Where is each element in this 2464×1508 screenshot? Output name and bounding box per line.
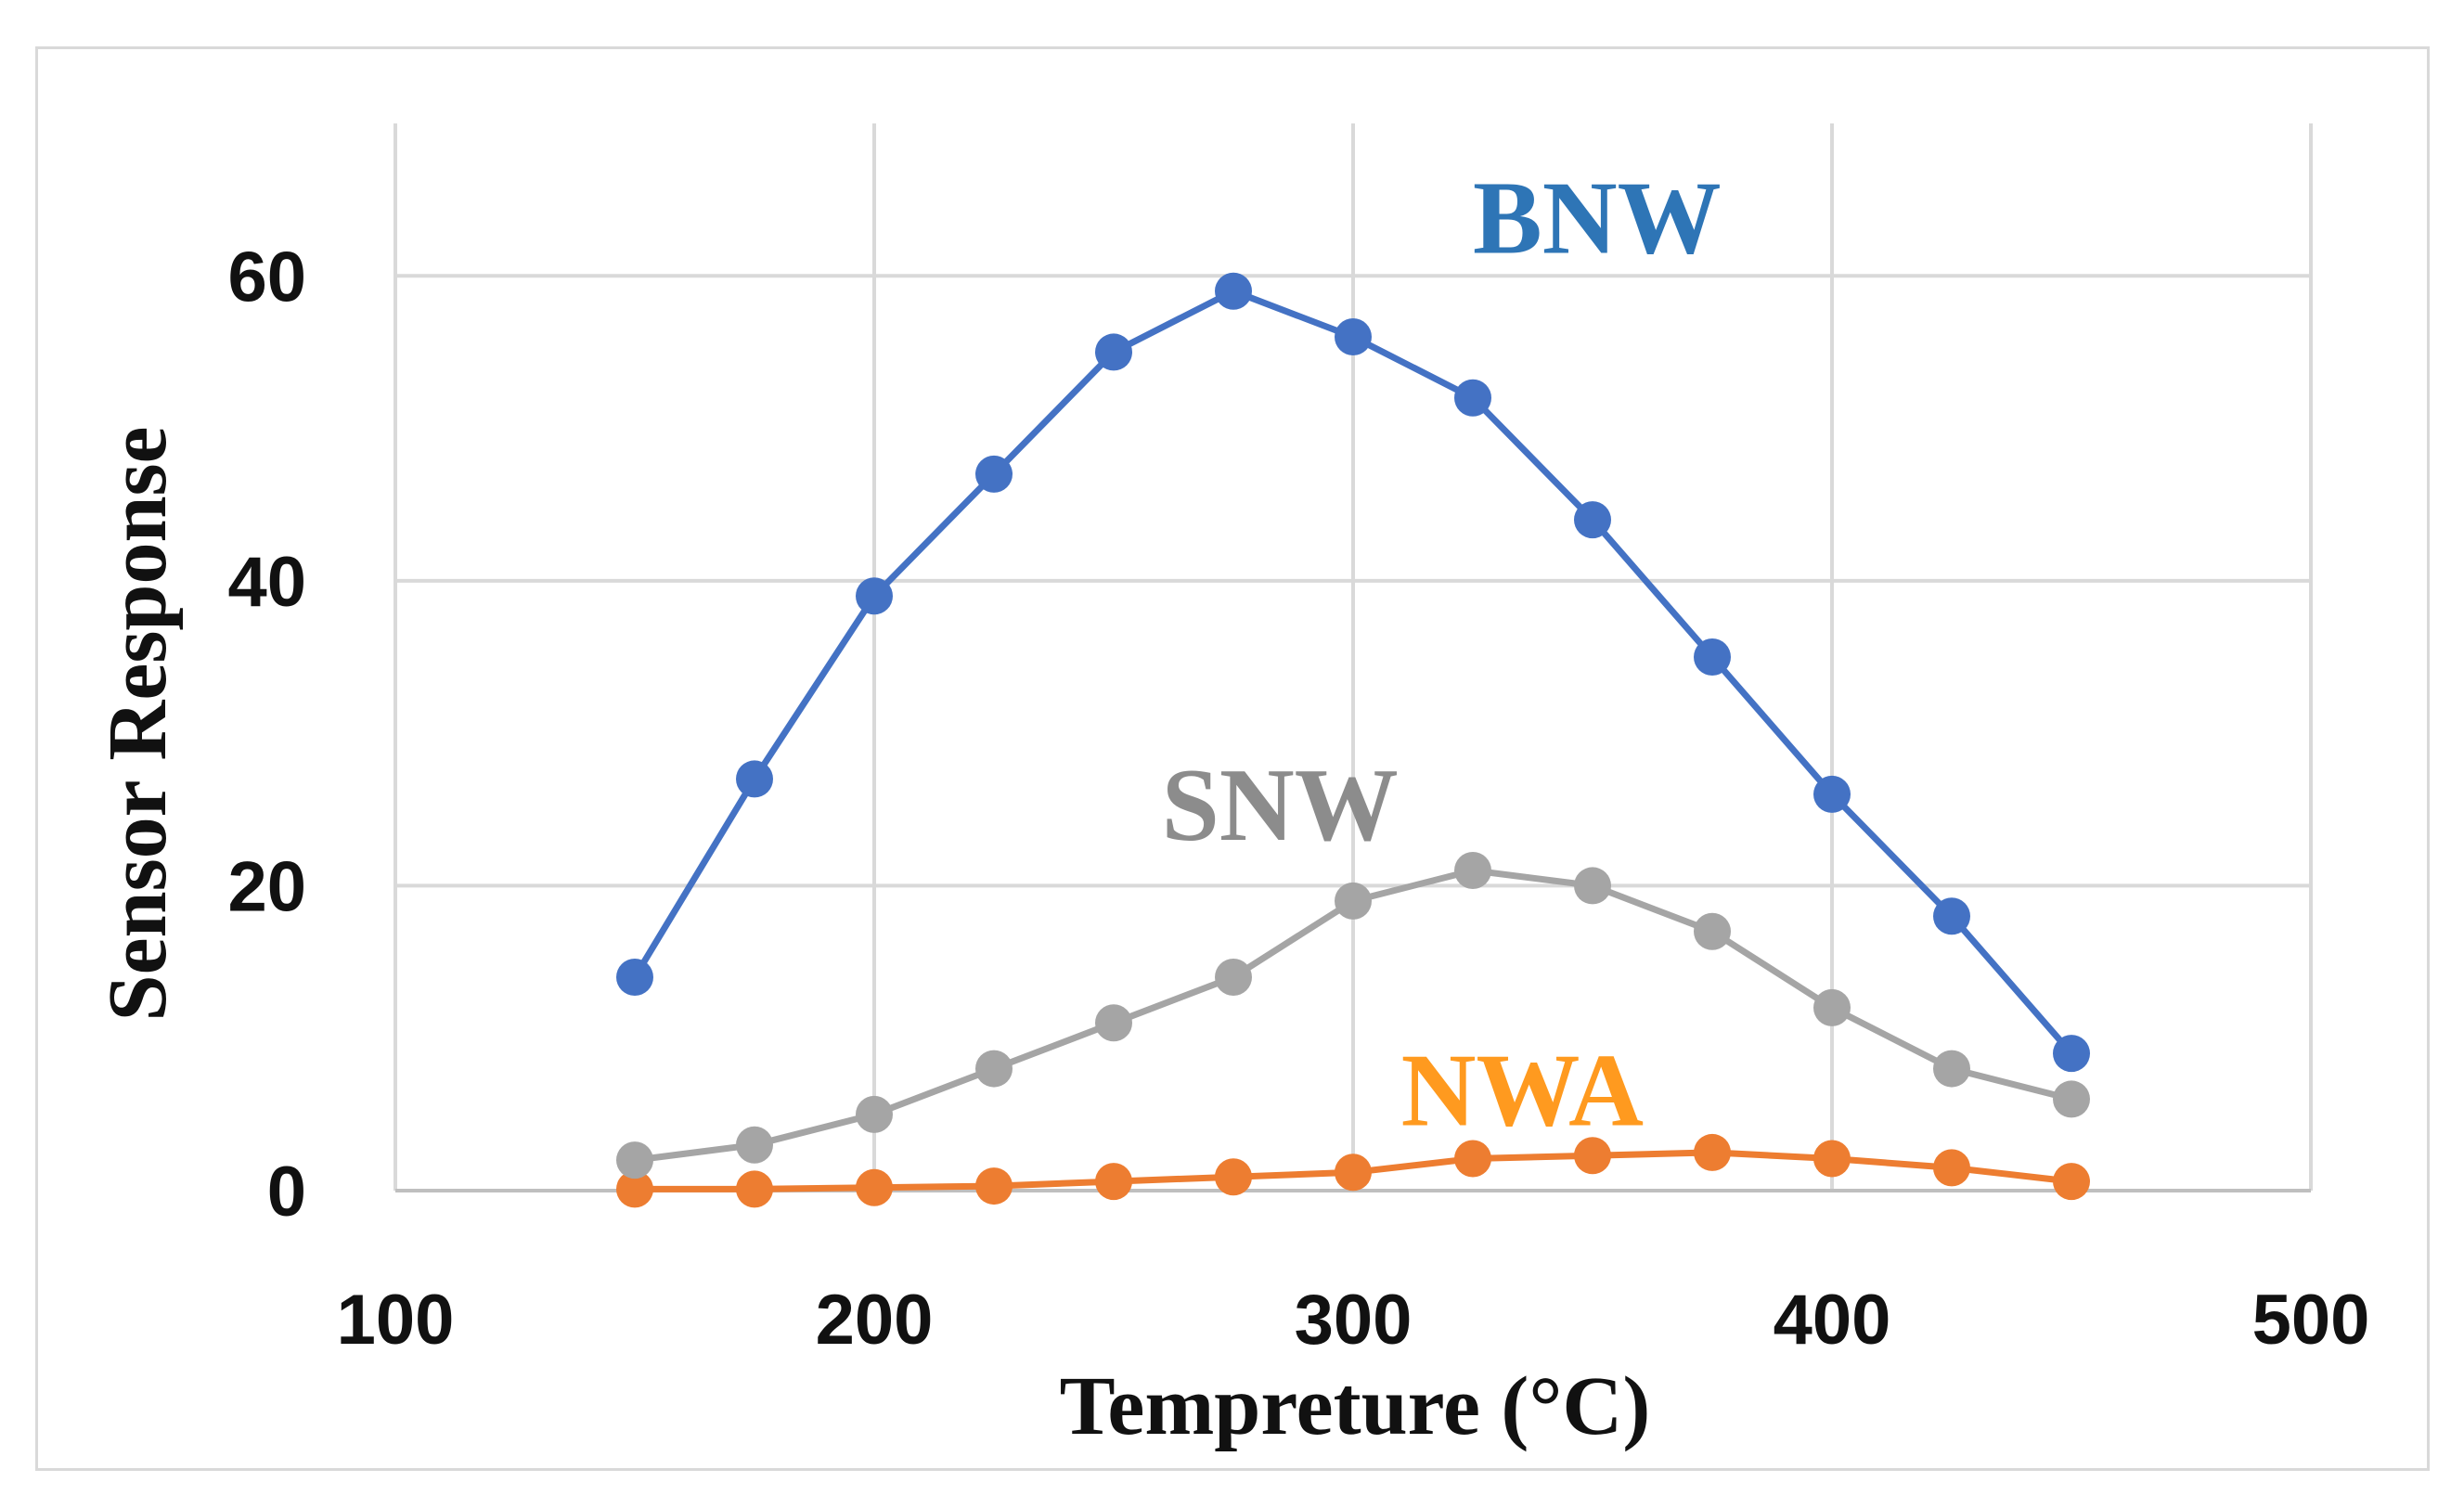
point-bnw-150 <box>616 959 653 996</box>
point-snw-200 <box>856 1095 893 1133</box>
point-nwa-150 <box>616 1170 653 1208</box>
point-snw-225 <box>975 1050 1013 1088</box>
point-snw-325 <box>1454 852 1491 889</box>
x-tick-label-300: 300 <box>1295 1281 1413 1360</box>
point-nwa-375 <box>1694 1133 1731 1171</box>
y-tick-label-60: 60 <box>227 238 306 316</box>
tick-labels: 100 200 300 400 500 0 20 40 60 <box>227 238 2369 1360</box>
y-axis-title: Sensor Response <box>92 427 184 1022</box>
point-snw-275 <box>1215 959 1252 996</box>
point-bnw-200 <box>856 577 893 615</box>
point-snw-450 <box>2053 1080 2090 1118</box>
point-bnw-300 <box>1335 318 1372 355</box>
point-nwa-425 <box>1933 1149 1970 1187</box>
point-nwa-450 <box>2053 1163 2090 1201</box>
point-nwa-200 <box>856 1168 893 1206</box>
point-snw-350 <box>1574 867 1611 905</box>
series-label-nwa: NWA <box>1401 1033 1644 1148</box>
point-snw-150 <box>616 1141 653 1179</box>
point-snw-175 <box>736 1126 773 1164</box>
point-nwa-175 <box>736 1170 773 1208</box>
point-nwa-250 <box>1095 1163 1132 1201</box>
point-bnw-425 <box>1933 897 1970 935</box>
point-bnw-450 <box>2053 1035 2090 1073</box>
point-snw-375 <box>1694 912 1731 950</box>
point-nwa-225 <box>975 1167 1013 1205</box>
x-tick-label-100: 100 <box>337 1281 455 1360</box>
point-nwa-400 <box>1813 1140 1851 1178</box>
x-tick-label-500: 500 <box>2252 1281 2370 1360</box>
x-axis-title: Tempreture (°C) <box>1060 1360 1651 1452</box>
point-bnw-350 <box>1574 501 1611 539</box>
point-snw-400 <box>1813 988 1851 1026</box>
gridlines <box>393 123 2313 1192</box>
point-nwa-275 <box>1215 1158 1252 1196</box>
y-tick-label-0: 0 <box>267 1153 306 1231</box>
point-bnw-325 <box>1454 379 1491 417</box>
point-bnw-225 <box>975 455 1013 493</box>
point-nwa-325 <box>1454 1140 1491 1178</box>
point-bnw-275 <box>1215 272 1252 310</box>
point-bnw-375 <box>1694 638 1731 676</box>
point-bnw-250 <box>1095 333 1132 371</box>
series-label-bnw: BNW <box>1473 161 1722 277</box>
series-label-snw: SNW <box>1162 748 1399 863</box>
point-nwa-350 <box>1574 1137 1611 1175</box>
point-snw-250 <box>1095 1004 1132 1042</box>
point-snw-300 <box>1335 882 1372 920</box>
series-labels: BNW SNW NWA <box>1162 161 1722 1149</box>
point-bnw-175 <box>736 760 773 798</box>
x-tick-label-200: 200 <box>816 1281 934 1360</box>
point-bnw-400 <box>1813 775 1851 813</box>
point-nwa-300 <box>1335 1154 1372 1192</box>
point-snw-425 <box>1933 1050 1970 1088</box>
series-markers <box>616 272 2090 1208</box>
y-tick-label-40: 40 <box>227 543 306 622</box>
x-tick-label-400: 400 <box>1774 1281 1891 1360</box>
y-tick-label-20: 20 <box>227 847 306 926</box>
